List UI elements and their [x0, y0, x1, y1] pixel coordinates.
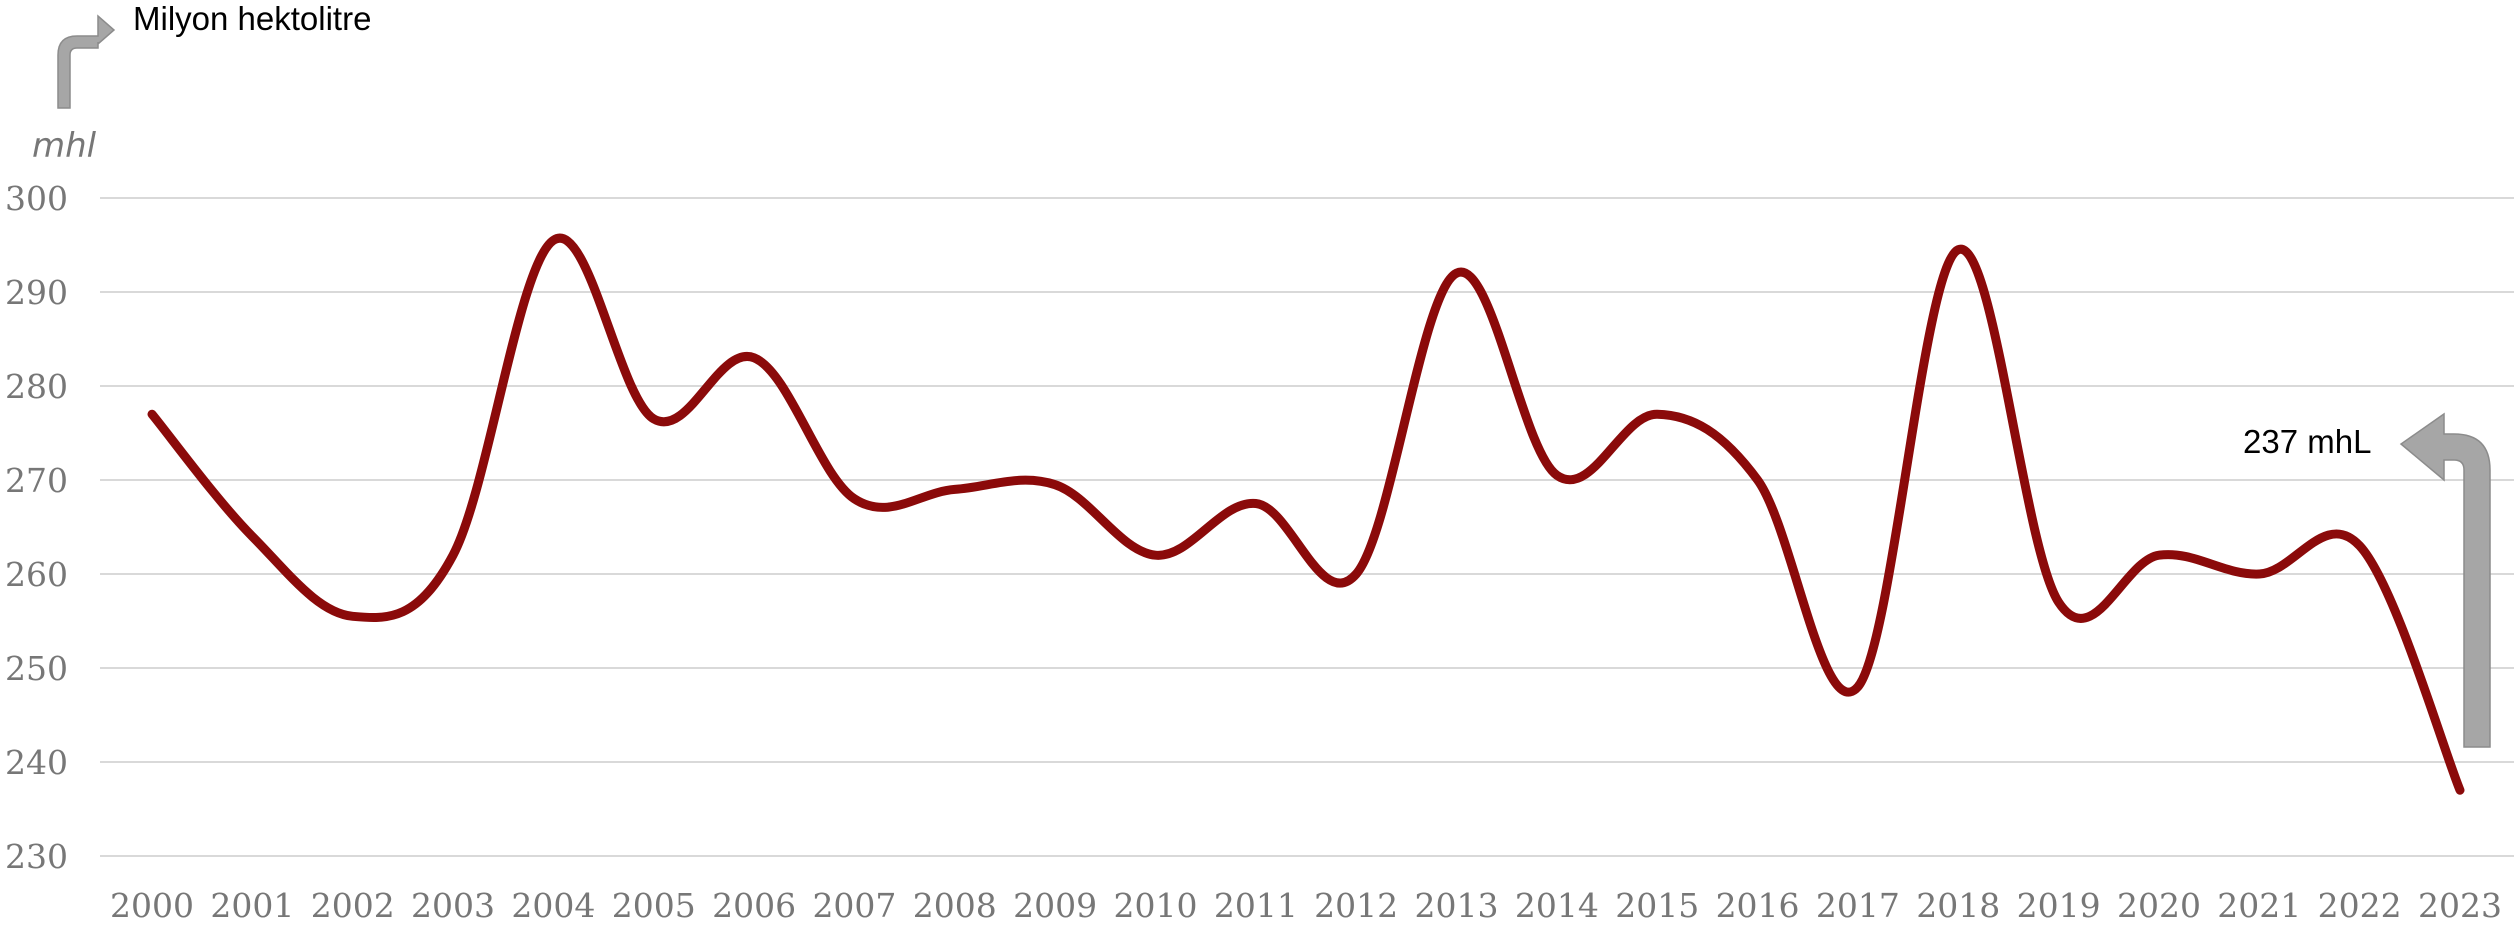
y-tick-label: 290	[5, 273, 68, 312]
x-tick-label: 2004	[511, 886, 595, 925]
x-tick-label: 2007	[812, 886, 896, 925]
y-tick-label: 230	[5, 837, 68, 876]
x-tick-label: 2015	[1615, 886, 1699, 925]
data-point-2015	[1657, 414, 1658, 415]
x-tick-label: 2020	[2117, 886, 2201, 925]
x-tick-label: 2000	[110, 886, 194, 925]
x-tick-label: 2006	[712, 886, 796, 925]
data-point-2012	[1356, 574, 1357, 575]
y-tick-label: 280	[5, 367, 68, 406]
x-tick-label: 2016	[1716, 886, 1800, 925]
y-tick-label: 240	[5, 743, 68, 782]
x-tick-label: 2011	[1214, 886, 1298, 925]
end-value-arrow-icon	[2399, 412, 2491, 748]
data-point-2011	[1255, 503, 1256, 504]
x-tick-label: 2013	[1415, 886, 1499, 925]
data-point-2008	[954, 489, 955, 490]
data-point-2021	[2259, 574, 2260, 575]
y-axis-ticks: 230 240 250 260 270 280 290 300	[5, 179, 68, 876]
y-tick-label: 300	[5, 179, 68, 218]
data-point-2001	[252, 536, 253, 537]
x-tick-label: 2021	[2217, 886, 2301, 925]
x-axis-ticks: 2000 2001 2002 2003 2004 2005 2006 2007 2008 2009…	[110, 886, 2502, 925]
unit-arrow-icon	[57, 14, 116, 109]
y-tick-label: 270	[5, 461, 68, 500]
data-point-2006	[754, 357, 755, 358]
x-tick-label: 2010	[1113, 886, 1197, 925]
y-tick-label: 260	[5, 555, 68, 594]
data-point-2022	[2359, 545, 2360, 546]
data-point-2019	[2058, 602, 2059, 603]
data-point-2016	[1757, 480, 1758, 481]
x-tick-label: 2017	[1816, 886, 1900, 925]
x-tick-label: 2018	[1916, 886, 2000, 925]
data-point-2014	[1556, 475, 1557, 476]
y-tick-label: 250	[5, 649, 68, 688]
x-tick-label: 2001	[210, 886, 294, 925]
x-tick-label: 2008	[913, 886, 997, 925]
data-point-2013	[1456, 273, 1457, 274]
data-point-2007	[854, 498, 855, 499]
data-point-2009	[1055, 484, 1056, 485]
x-tick-label: 2002	[311, 886, 395, 925]
x-tick-label: 2019	[2017, 886, 2101, 925]
x-tick-label: 2003	[411, 886, 495, 925]
data-point-2023	[2460, 790, 2461, 791]
data-point-2000	[152, 414, 153, 415]
x-tick-label: 2022	[2318, 886, 2402, 925]
series-layer	[147, 233, 2465, 795]
end-value-annotation: 237 mhL	[2243, 423, 2371, 460]
x-tick-label: 2014	[1515, 886, 1599, 925]
data-point-2017	[1857, 686, 1858, 687]
x-tick-label: 2009	[1013, 886, 1097, 925]
data-point-2003	[453, 555, 454, 556]
data-point-2005	[653, 418, 654, 419]
data-point-2020	[2158, 555, 2159, 556]
x-tick-label: 2023	[2418, 886, 2502, 925]
data-point-2004	[553, 240, 554, 241]
unit-annotation: Milyon hektolitre	[133, 0, 371, 37]
data-point-2002	[352, 616, 353, 617]
data-point-2018	[1958, 249, 1959, 250]
y-axis-unit-label: mhl	[32, 126, 97, 166]
series-line-0	[147, 233, 2465, 795]
x-tick-label: 2005	[612, 886, 696, 925]
data-point-2010	[1155, 555, 1156, 556]
x-tick-label: 2012	[1314, 886, 1398, 925]
